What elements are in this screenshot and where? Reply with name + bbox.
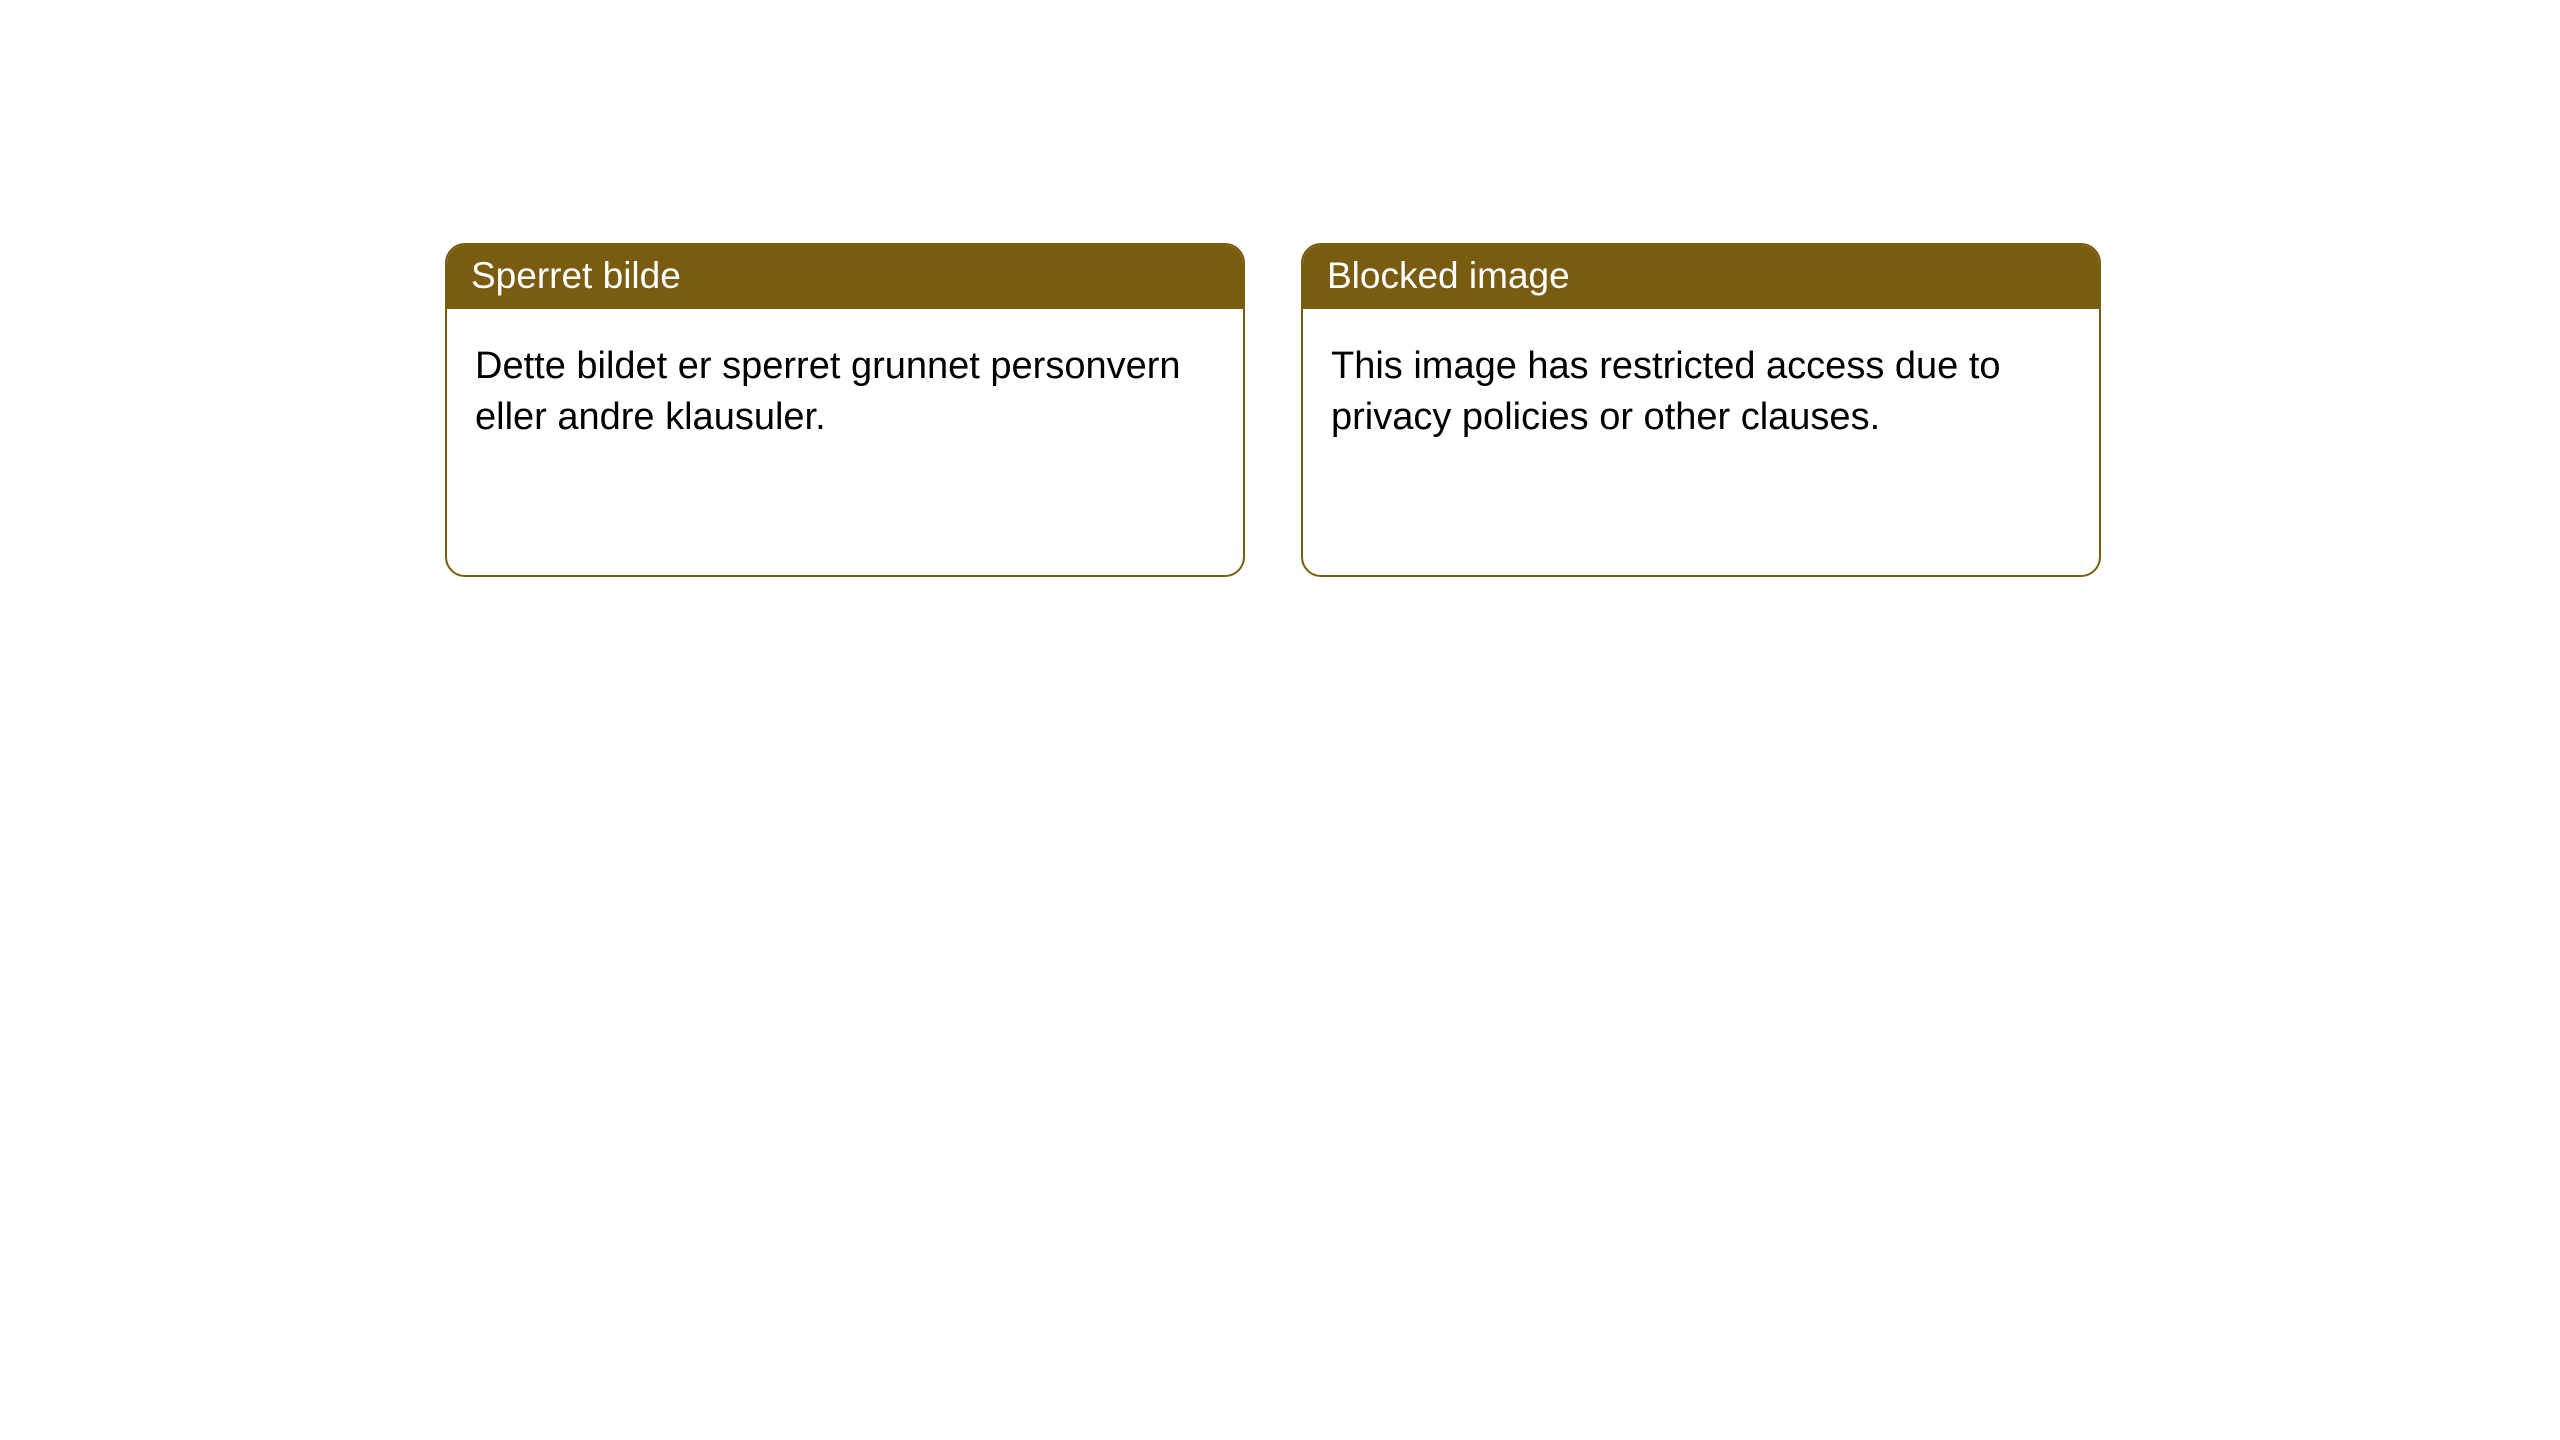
notice-body-text: Dette bildet er sperret grunnet personve…: [475, 345, 1181, 438]
notice-card-norwegian: Sperret bilde Dette bildet er sperret gr…: [445, 243, 1245, 577]
notice-title: Blocked image: [1327, 255, 1570, 296]
notice-body-text: This image has restricted access due to …: [1331, 345, 2001, 438]
notice-title: Sperret bilde: [471, 255, 681, 296]
notice-body: Dette bildet er sperret grunnet personve…: [447, 309, 1243, 476]
notice-body: This image has restricted access due to …: [1303, 309, 2099, 476]
notice-header: Blocked image: [1303, 245, 2099, 309]
notice-container: Sperret bilde Dette bildet er sperret gr…: [445, 243, 2101, 577]
notice-card-english: Blocked image This image has restricted …: [1301, 243, 2101, 577]
notice-header: Sperret bilde: [447, 245, 1243, 309]
